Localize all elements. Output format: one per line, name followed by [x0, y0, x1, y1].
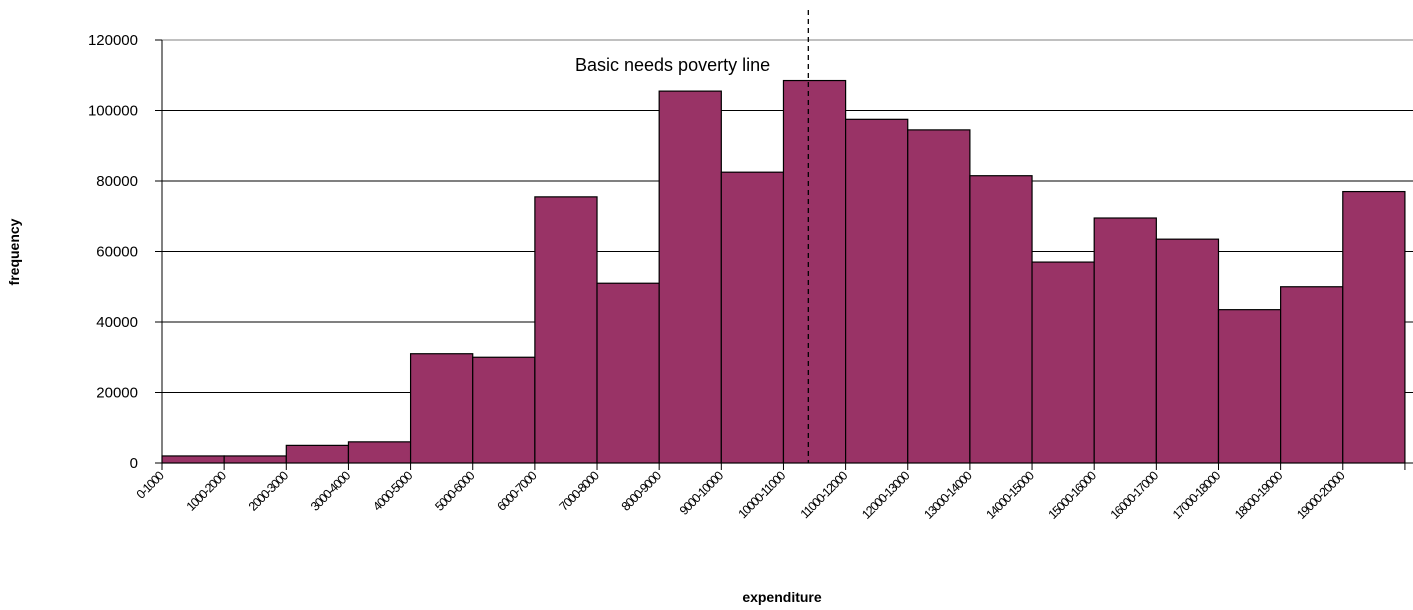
- x-tick-label: 11000-12000: [798, 468, 851, 521]
- bar-13000-14000: [969, 175, 1033, 464]
- x-tick-label: 15000-16000: [1046, 468, 1100, 522]
- x-tick-label: 17000-18000: [1170, 468, 1224, 522]
- x-tick-label: 0-1000: [134, 468, 167, 501]
- bar-12000-13000: [907, 129, 971, 464]
- x-tick-label: 18000-19000: [1232, 468, 1286, 522]
- y-tick-label: 120000: [88, 32, 138, 49]
- bar-6000-7000: [534, 196, 598, 464]
- bar-10000-11000: [782, 79, 847, 464]
- x-tick-label: 12000-13000: [859, 468, 913, 522]
- x-tick-label: 9000-10000: [677, 468, 726, 517]
- y-tick-label: 20000: [96, 385, 138, 402]
- x-tick-label: 13000-14000: [921, 468, 975, 522]
- x-axis-title: expenditure: [742, 589, 822, 605]
- bar-8000-9000: [658, 90, 722, 464]
- bar-16000-17000: [1155, 238, 1220, 464]
- bars: [161, 79, 1406, 464]
- x-tick-label: 8000-9000: [619, 468, 664, 513]
- y-tick-label: 0: [130, 455, 138, 472]
- x-tick-label: 3000-4000: [308, 468, 353, 513]
- bar-15000-16000: [1093, 217, 1157, 464]
- poverty-line-label: Basic needs poverty line: [575, 55, 770, 75]
- y-axis-title: frequency: [6, 218, 22, 285]
- bar-2000-3000: [285, 444, 350, 464]
- bar-9000-10000: [720, 171, 785, 464]
- y-tick-label: 40000: [96, 314, 138, 331]
- bar-4000-5000: [409, 353, 474, 464]
- x-tick-label: 1000-2000: [184, 468, 229, 513]
- y-tick-label: 80000: [96, 173, 138, 190]
- bar-17000-18000: [1217, 309, 1282, 464]
- poverty-line-annotation: Basic needs poverty line: [575, 10, 809, 463]
- x-tick-label: 14000-15000: [983, 468, 1037, 522]
- bar-7000-8000: [596, 282, 660, 464]
- x-tick-label: 16000-17000: [1108, 468, 1162, 522]
- bar-19000-20000: [1342, 190, 1406, 464]
- x-tick-labels: 0-1000 1000-2000 2000-3000 3000-4000 4000-50…: [134, 468, 1348, 522]
- x-tick-label: 10000-11000: [736, 468, 789, 521]
- bar-11000-12000: [845, 118, 909, 464]
- x-tick-label: 5000-6000: [432, 468, 477, 513]
- x-tick-label: 2000-3000: [246, 468, 291, 513]
- bar-1000-2000: [223, 455, 287, 464]
- y-tick-label: 60000: [96, 244, 138, 261]
- x-tick-label: 6000-7000: [494, 468, 539, 513]
- y-tick-label: 100000: [88, 103, 138, 120]
- y-tick-labels: 0 20000 40000 60000 80000 100000 120000: [88, 32, 138, 472]
- x-tick-label: 19000-20000: [1294, 468, 1348, 522]
- bar-0-1000: [161, 455, 225, 464]
- x-tick-label: 7000-8000: [557, 468, 602, 513]
- bar-3000-4000: [347, 441, 412, 464]
- bar-5000-6000: [472, 356, 536, 464]
- x-tick-label: 4000-5000: [370, 468, 415, 513]
- bar-14000-15000: [1031, 261, 1095, 464]
- bar-18000-19000: [1280, 286, 1344, 464]
- axes: [155, 39, 1413, 470]
